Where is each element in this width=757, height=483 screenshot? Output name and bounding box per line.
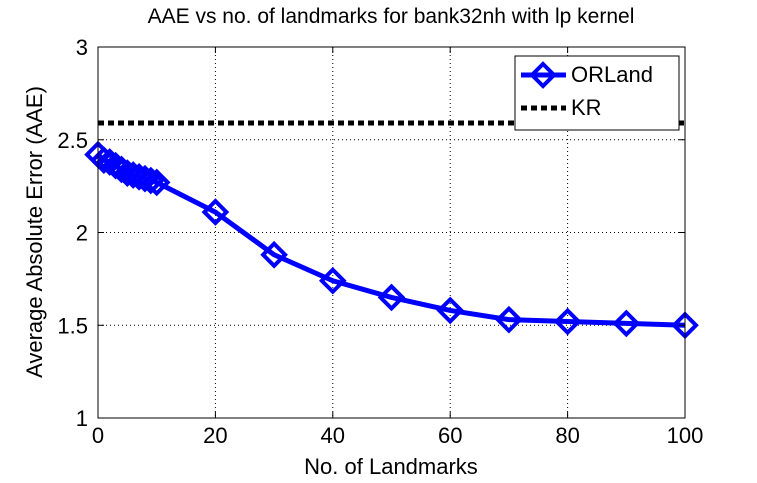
series-orland-point bbox=[377, 283, 406, 312]
series-orland bbox=[84, 140, 699, 340]
series-orland-point bbox=[318, 266, 347, 295]
y-tick-label: 3 bbox=[76, 35, 88, 60]
x-axis-label: No. of Landmarks bbox=[304, 454, 478, 479]
series-orland-point bbox=[201, 198, 230, 226]
legend: ORLand KR bbox=[514, 55, 680, 131]
legend-kr-label: KR bbox=[571, 95, 602, 120]
series-orland-point bbox=[142, 168, 171, 197]
series-orland-point bbox=[553, 307, 582, 336]
series-orland-point bbox=[495, 305, 523, 334]
y-tick-label: 2.5 bbox=[57, 128, 88, 153]
x-tick-label: 100 bbox=[667, 423, 704, 448]
x-tick-label: 80 bbox=[555, 423, 579, 448]
series-orland-point bbox=[137, 166, 165, 195]
x-tick-label: 20 bbox=[203, 423, 227, 448]
x-tick-label: 0 bbox=[92, 423, 104, 448]
series-orland-point bbox=[612, 309, 641, 338]
y-tick-label: 1.5 bbox=[57, 313, 88, 338]
y-tick-label: 1 bbox=[76, 406, 88, 431]
chart-title: AAE vs no. of landmarks for bank32nh wit… bbox=[148, 5, 635, 28]
legend-box bbox=[514, 55, 680, 131]
ticks: 0 20 40 60 80 100 1 1.5 2 2.5 3 bbox=[57, 35, 703, 448]
series-orland-point bbox=[436, 296, 465, 325]
legend-orland-sample bbox=[521, 61, 566, 89]
legend-orland-marker bbox=[529, 61, 557, 89]
y-axis-label: Average Absolute Error (AAE) bbox=[22, 86, 47, 378]
legend-orland-label: ORLand bbox=[571, 62, 653, 87]
x-tick-label: 40 bbox=[321, 423, 345, 448]
series-orland-point bbox=[260, 240, 288, 269]
y-tick-label: 2 bbox=[76, 221, 88, 246]
x-tick-label: 60 bbox=[438, 423, 462, 448]
